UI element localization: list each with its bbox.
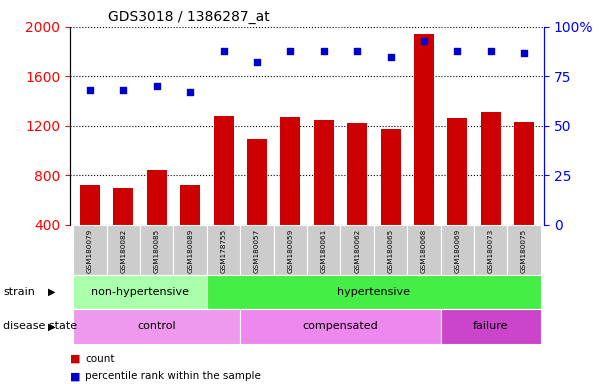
Text: GSM180079: GSM180079 bbox=[87, 228, 93, 273]
Text: GDS3018 / 1386287_at: GDS3018 / 1386287_at bbox=[108, 10, 269, 25]
Text: GSM178755: GSM178755 bbox=[221, 228, 227, 273]
Text: GSM180085: GSM180085 bbox=[154, 228, 160, 273]
Point bbox=[152, 83, 162, 89]
Text: GSM180075: GSM180075 bbox=[521, 228, 527, 273]
Bar bbox=[441, 309, 541, 344]
Bar bbox=[340, 225, 374, 275]
Bar bbox=[347, 123, 367, 225]
Text: GSM180073: GSM180073 bbox=[488, 228, 494, 273]
Bar bbox=[240, 309, 441, 344]
Text: count: count bbox=[85, 354, 115, 364]
Point bbox=[319, 48, 328, 54]
Bar bbox=[414, 34, 434, 225]
Point bbox=[519, 50, 529, 56]
Bar bbox=[73, 275, 207, 309]
Bar bbox=[140, 225, 173, 275]
Bar bbox=[207, 225, 240, 275]
Point bbox=[219, 48, 229, 54]
Bar bbox=[447, 118, 468, 225]
Text: disease state: disease state bbox=[3, 321, 77, 331]
Bar bbox=[514, 122, 534, 225]
Point bbox=[486, 48, 496, 54]
Point bbox=[85, 87, 95, 93]
Bar bbox=[314, 119, 334, 225]
Text: GSM180068: GSM180068 bbox=[421, 228, 427, 273]
Point bbox=[286, 48, 295, 54]
Point bbox=[419, 38, 429, 44]
Bar bbox=[106, 225, 140, 275]
Text: control: control bbox=[137, 321, 176, 331]
Bar bbox=[407, 225, 441, 275]
Text: ▶: ▶ bbox=[48, 287, 55, 297]
Bar bbox=[180, 185, 200, 225]
Point bbox=[119, 87, 128, 93]
Point bbox=[352, 48, 362, 54]
Text: GSM180061: GSM180061 bbox=[321, 228, 326, 273]
Point bbox=[385, 53, 395, 60]
Text: compensated: compensated bbox=[303, 321, 378, 331]
Text: GSM180062: GSM180062 bbox=[354, 228, 360, 273]
Text: non-hypertensive: non-hypertensive bbox=[91, 287, 189, 297]
Bar bbox=[508, 225, 541, 275]
Text: ■: ■ bbox=[70, 371, 80, 381]
Bar bbox=[207, 275, 541, 309]
Text: percentile rank within the sample: percentile rank within the sample bbox=[85, 371, 261, 381]
Bar bbox=[73, 309, 240, 344]
Text: hypertensive: hypertensive bbox=[337, 287, 410, 297]
Bar bbox=[274, 225, 307, 275]
Text: GSM180069: GSM180069 bbox=[454, 228, 460, 273]
Point bbox=[185, 89, 195, 95]
Text: ■: ■ bbox=[70, 354, 80, 364]
Bar bbox=[307, 225, 340, 275]
Text: failure: failure bbox=[473, 321, 508, 331]
Bar bbox=[80, 185, 100, 225]
Bar bbox=[474, 225, 508, 275]
Bar bbox=[213, 116, 233, 225]
Text: GSM180065: GSM180065 bbox=[387, 228, 393, 273]
Point bbox=[452, 48, 462, 54]
Bar bbox=[481, 112, 501, 225]
Bar bbox=[147, 170, 167, 225]
Text: GSM180057: GSM180057 bbox=[254, 228, 260, 273]
Bar bbox=[441, 225, 474, 275]
Bar bbox=[113, 187, 133, 225]
Bar bbox=[73, 225, 106, 275]
Bar bbox=[374, 225, 407, 275]
Text: GSM180082: GSM180082 bbox=[120, 228, 126, 273]
Bar bbox=[173, 225, 207, 275]
Bar bbox=[280, 117, 300, 225]
Text: ▶: ▶ bbox=[48, 321, 55, 331]
Bar bbox=[247, 139, 267, 225]
Bar bbox=[240, 225, 274, 275]
Bar bbox=[381, 129, 401, 225]
Text: GSM180059: GSM180059 bbox=[288, 228, 293, 273]
Text: GSM180089: GSM180089 bbox=[187, 228, 193, 273]
Text: strain: strain bbox=[3, 287, 35, 297]
Point bbox=[252, 60, 262, 66]
